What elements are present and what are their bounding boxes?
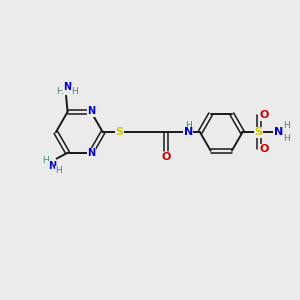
Text: O: O [259,144,268,154]
Text: N: N [87,106,95,116]
Text: N: N [274,127,283,137]
Text: O: O [161,152,171,162]
Text: H: H [42,156,49,165]
Text: H: H [71,87,78,96]
Text: O: O [259,110,268,120]
Text: N: N [87,148,95,158]
Text: H: H [56,87,63,96]
Text: S: S [255,127,263,137]
Text: H: H [185,122,192,130]
Text: N: N [63,82,71,92]
Text: H: H [283,134,290,143]
Text: H: H [283,122,290,130]
Text: H: H [55,167,62,176]
Text: N: N [184,127,193,137]
Text: N: N [48,161,56,171]
Text: S: S [115,127,123,137]
